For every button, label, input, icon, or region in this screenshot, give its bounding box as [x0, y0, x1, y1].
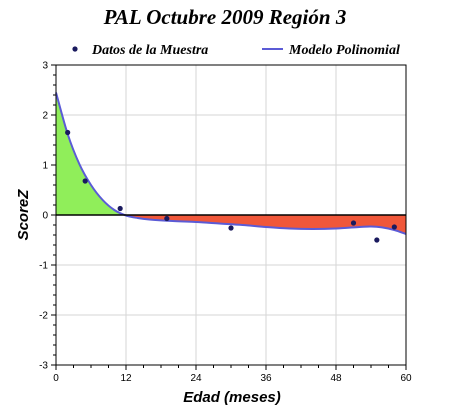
- legend: Datos de la Muestra Modelo Polinomial: [72, 43, 400, 58]
- chart-title: PAL Octubre 2009 Región 3: [103, 5, 347, 29]
- x-tick-label: 60: [400, 373, 412, 384]
- plot-frame: [55, 64, 407, 366]
- x-tick-label: 12: [120, 373, 132, 384]
- y-tick-label: 2: [42, 111, 48, 122]
- y-tick-label: 0: [42, 211, 48, 222]
- y-tick-label: -1: [39, 261, 48, 272]
- polynomial-model-line: [55, 92, 407, 235]
- legend-label-polynomial-model: Modelo Polinomial: [288, 43, 400, 58]
- area-fills: [56, 92, 406, 234]
- area-below-zero: [124, 215, 406, 234]
- area-above-zero: [56, 92, 125, 215]
- x-tick-label: 36: [260, 373, 272, 384]
- x-tick-label: 0: [53, 373, 59, 384]
- x-axis-label: Edad (meses): [183, 389, 281, 406]
- sample-data-point: [391, 224, 397, 230]
- sample-data-point: [65, 129, 71, 136]
- y-axis-label: ScoreZ: [15, 189, 32, 241]
- sample-data-point: [374, 237, 380, 243]
- legend-marker-sample-data: [72, 46, 78, 52]
- x-tick-label: 24: [190, 373, 202, 384]
- y-tick-label: 3: [42, 61, 48, 72]
- sample-data-point: [228, 225, 234, 231]
- curve-layer: [55, 92, 407, 235]
- sample-data-point: [350, 220, 357, 226]
- points-layer: [65, 129, 397, 243]
- sample-data-point: [117, 205, 123, 212]
- sample-data-point: [82, 178, 88, 184]
- legend-label-sample-data: Datos de la Muestra: [91, 43, 208, 58]
- x-tick-label: 48: [330, 373, 342, 384]
- y-tick-label: -2: [39, 311, 48, 322]
- sample-data-point: [164, 215, 170, 222]
- axes: [51, 64, 407, 370]
- y-tick-label: -3: [39, 361, 48, 372]
- y-tick-label: 1: [42, 161, 48, 172]
